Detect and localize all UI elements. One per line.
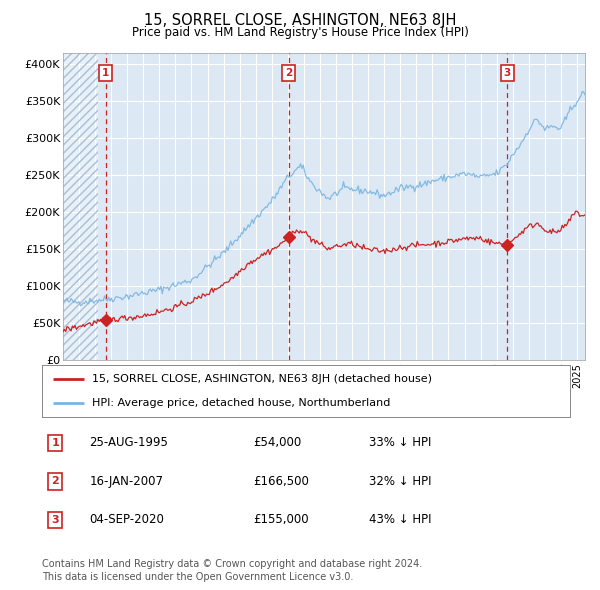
Text: HPI: Average price, detached house, Northumberland: HPI: Average price, detached house, Nort… (92, 398, 391, 408)
Text: 15, SORREL CLOSE, ASHINGTON, NE63 8JH: 15, SORREL CLOSE, ASHINGTON, NE63 8JH (144, 13, 456, 28)
Text: 32% ↓ HPI: 32% ↓ HPI (370, 475, 432, 488)
Text: £166,500: £166,500 (253, 475, 309, 488)
Text: 3: 3 (52, 515, 59, 525)
Text: 33% ↓ HPI: 33% ↓ HPI (370, 437, 432, 450)
Text: Price paid vs. HM Land Registry's House Price Index (HPI): Price paid vs. HM Land Registry's House … (131, 26, 469, 39)
Text: 2: 2 (52, 477, 59, 486)
Text: 43% ↓ HPI: 43% ↓ HPI (370, 513, 432, 526)
Text: £54,000: £54,000 (253, 437, 301, 450)
Text: 1: 1 (102, 68, 109, 78)
Text: 15, SORREL CLOSE, ASHINGTON, NE63 8JH (detached house): 15, SORREL CLOSE, ASHINGTON, NE63 8JH (d… (92, 374, 432, 384)
Bar (63, 53, 98, 360)
Text: £155,000: £155,000 (253, 513, 309, 526)
Bar (63, 53, 98, 360)
Text: 25-AUG-1995: 25-AUG-1995 (89, 437, 169, 450)
Text: 1: 1 (52, 438, 59, 448)
Text: 2: 2 (285, 68, 292, 78)
Text: 16-JAN-2007: 16-JAN-2007 (89, 475, 164, 488)
Text: This data is licensed under the Open Government Licence v3.0.: This data is licensed under the Open Gov… (42, 572, 353, 582)
Text: 04-SEP-2020: 04-SEP-2020 (89, 513, 164, 526)
Text: 3: 3 (504, 68, 511, 78)
Text: Contains HM Land Registry data © Crown copyright and database right 2024.: Contains HM Land Registry data © Crown c… (42, 559, 422, 569)
